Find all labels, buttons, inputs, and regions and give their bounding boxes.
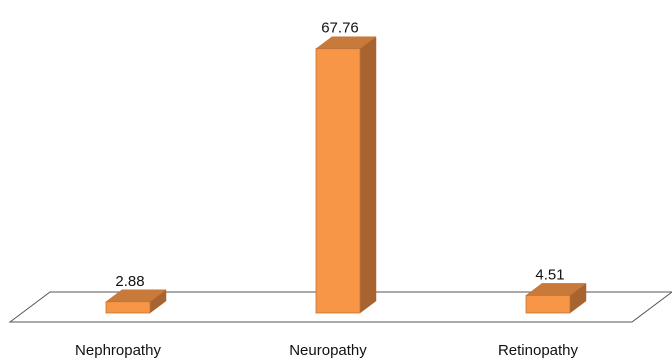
bar-front-neuropathy [315,48,361,314]
data-label-neuropathy: 67.76 [321,20,359,37]
label-group: 2.88 Nephropathy 67.76 Neuropathy 4.51 Retino… [75,20,578,358]
bar-front-nephropathy [105,301,151,314]
chart-floor [8,291,672,323]
bar-side-neuropathy [359,36,377,314]
category-label-nephropathy: Nephropathy [75,342,161,358]
bar-retinopathy [525,282,587,314]
category-label-retinopathy: Retinopathy [498,342,579,358]
bar-neuropathy [315,36,377,314]
category-label-neuropathy: Neuropathy [289,342,367,358]
bar-nephropathy [105,289,167,314]
data-label-nephropathy: 2.88 [115,273,144,290]
bar-group [105,36,587,314]
data-label-retinopathy: 4.51 [535,266,564,283]
bar-front-retinopathy [525,295,571,314]
